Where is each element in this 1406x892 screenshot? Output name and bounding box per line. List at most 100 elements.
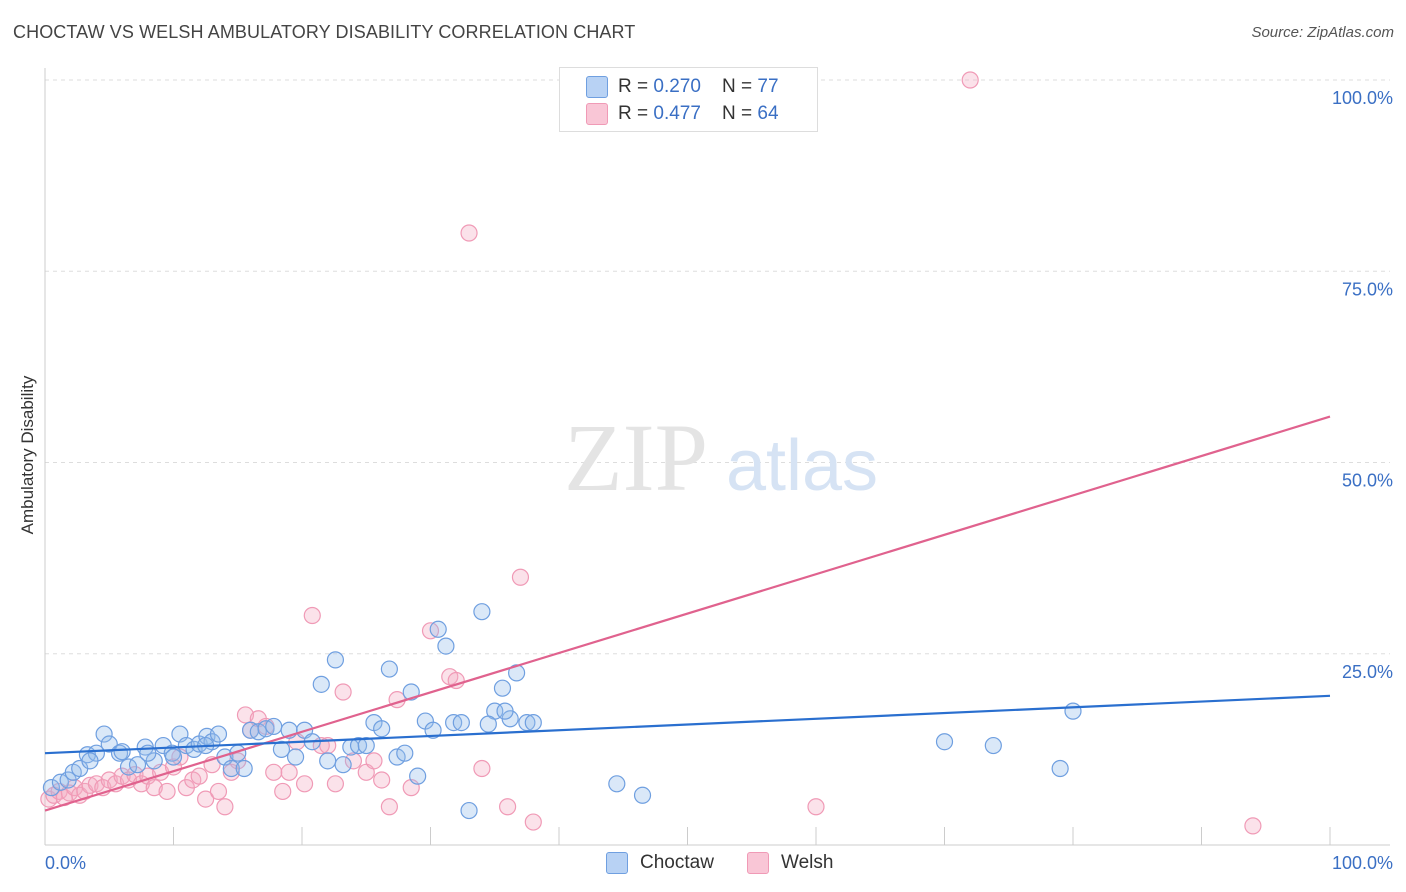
choctaw-legend-swatch bbox=[606, 852, 628, 874]
choctaw-point bbox=[452, 713, 470, 732]
welsh-point bbox=[81, 776, 99, 794]
choctaw-point bbox=[409, 767, 427, 785]
choctaw-point bbox=[222, 759, 240, 778]
watermark-zip: ZIP bbox=[564, 404, 708, 511]
choctaw-point bbox=[81, 752, 99, 770]
welsh-point bbox=[216, 798, 234, 816]
choctaw-point bbox=[473, 603, 491, 621]
r-label: R = bbox=[618, 103, 654, 124]
choctaw-point bbox=[42, 779, 61, 797]
choctaw-r-value: 0.270 bbox=[653, 76, 701, 97]
choctaw-point bbox=[1051, 759, 1069, 778]
choctaw-point bbox=[1064, 702, 1082, 720]
welsh-r-value: 0.477 bbox=[653, 103, 701, 124]
r-label: R = bbox=[618, 76, 654, 97]
welsh-legend-swatch bbox=[747, 852, 769, 874]
welsh-point bbox=[499, 798, 517, 816]
welsh-point bbox=[511, 568, 530, 586]
welsh-point bbox=[265, 763, 283, 781]
welsh-point bbox=[190, 767, 208, 785]
choctaw-point bbox=[235, 759, 253, 778]
watermark-atlas: atlas bbox=[726, 426, 878, 506]
choctaw-n-value: 77 bbox=[757, 76, 779, 97]
choctaw-point bbox=[286, 748, 305, 766]
welsh-point bbox=[524, 813, 542, 831]
choctaw-point bbox=[164, 748, 183, 766]
welsh-point bbox=[373, 771, 391, 789]
welsh-point bbox=[197, 790, 215, 808]
choctaw-point bbox=[396, 744, 414, 762]
choctaw-point bbox=[429, 620, 447, 638]
choctaw-point bbox=[608, 775, 626, 793]
choctaw-point bbox=[460, 801, 478, 820]
welsh-point bbox=[380, 798, 398, 816]
legend-choctaw-text: R = 0.270 N = 77 bbox=[618, 76, 779, 98]
y-tick-label: 25.0% bbox=[1342, 662, 1393, 682]
choctaw-legend-label: Choctaw bbox=[640, 852, 714, 873]
x-tick-label: 0.0% bbox=[45, 853, 86, 873]
choctaw-point bbox=[128, 756, 147, 774]
choctaw-point bbox=[272, 740, 291, 758]
source-label: Source: ZipAtlas.com bbox=[1251, 24, 1394, 41]
welsh-point bbox=[326, 775, 345, 793]
welsh-point bbox=[158, 782, 176, 801]
welsh-point bbox=[145, 779, 163, 797]
choctaw-point bbox=[373, 720, 391, 738]
choctaw-swatch bbox=[586, 76, 608, 98]
grid-lines bbox=[45, 79, 1390, 655]
choctaw-point bbox=[312, 675, 330, 693]
choctaw-point bbox=[984, 736, 1002, 755]
welsh-point bbox=[961, 71, 979, 89]
chart-title: CHOCTAW VS WELSH AMBULATORY DISABILITY C… bbox=[13, 22, 636, 42]
choctaw-point bbox=[95, 725, 113, 743]
choctaw-point bbox=[326, 651, 345, 669]
choctaw-point bbox=[265, 717, 283, 736]
choctaw-point bbox=[496, 702, 514, 720]
choctaw-point bbox=[113, 743, 131, 761]
trend-lines bbox=[44, 415, 1331, 812]
legend-welsh-text: R = 0.477 N = 64 bbox=[618, 103, 779, 125]
y-tick-label: 50.0% bbox=[1342, 471, 1393, 491]
welsh-point bbox=[344, 752, 362, 770]
legend-item-choctaw[interactable]: Choctaw bbox=[606, 852, 714, 874]
choctaw-points bbox=[42, 603, 1082, 820]
axes bbox=[44, 68, 1390, 846]
welsh-points bbox=[40, 71, 1262, 835]
choctaw-point bbox=[388, 748, 406, 766]
choctaw-point bbox=[524, 713, 542, 732]
y-tick-label: 75.0% bbox=[1342, 279, 1393, 299]
choctaw-point bbox=[334, 756, 352, 774]
stats-legend: R = 0.270 N = 77 R = 0.477 N = 64 bbox=[559, 67, 818, 132]
tick-labels: 25.0% 50.0% 75.0% 100.0% 0.0% 100.0% bbox=[45, 88, 1393, 873]
series-legend: Choctaw Welsh bbox=[0, 852, 1406, 878]
legend-item-welsh[interactable]: Welsh bbox=[747, 852, 833, 874]
welsh-point bbox=[473, 759, 491, 778]
choctaw-point bbox=[633, 786, 652, 804]
welsh-point bbox=[334, 683, 352, 701]
welsh-point bbox=[1244, 817, 1262, 835]
choctaw-point bbox=[479, 715, 497, 733]
choctaw-trend-line bbox=[44, 694, 1331, 755]
x-tick-label: 100.0% bbox=[1332, 853, 1393, 873]
welsh-swatch bbox=[586, 103, 608, 125]
choctaw-point bbox=[437, 637, 455, 655]
choctaw-point bbox=[357, 736, 375, 755]
welsh-point bbox=[280, 763, 298, 781]
choctaw-point bbox=[380, 660, 398, 678]
welsh-point bbox=[807, 798, 825, 816]
n-label: N = bbox=[722, 103, 758, 124]
choctaw-point bbox=[209, 725, 228, 743]
welsh-point bbox=[274, 782, 292, 801]
welsh-trend-line bbox=[44, 415, 1331, 812]
y-tick-label: 100.0% bbox=[1332, 88, 1393, 108]
welsh-point bbox=[447, 671, 465, 690]
welsh-point bbox=[303, 606, 321, 625]
choctaw-point bbox=[935, 733, 954, 751]
welsh-point bbox=[295, 775, 314, 793]
n-label: N = bbox=[722, 76, 758, 97]
choctaw-point bbox=[319, 752, 337, 770]
choctaw-point bbox=[424, 721, 442, 739]
welsh-point bbox=[365, 752, 383, 770]
welsh-point bbox=[460, 224, 478, 242]
